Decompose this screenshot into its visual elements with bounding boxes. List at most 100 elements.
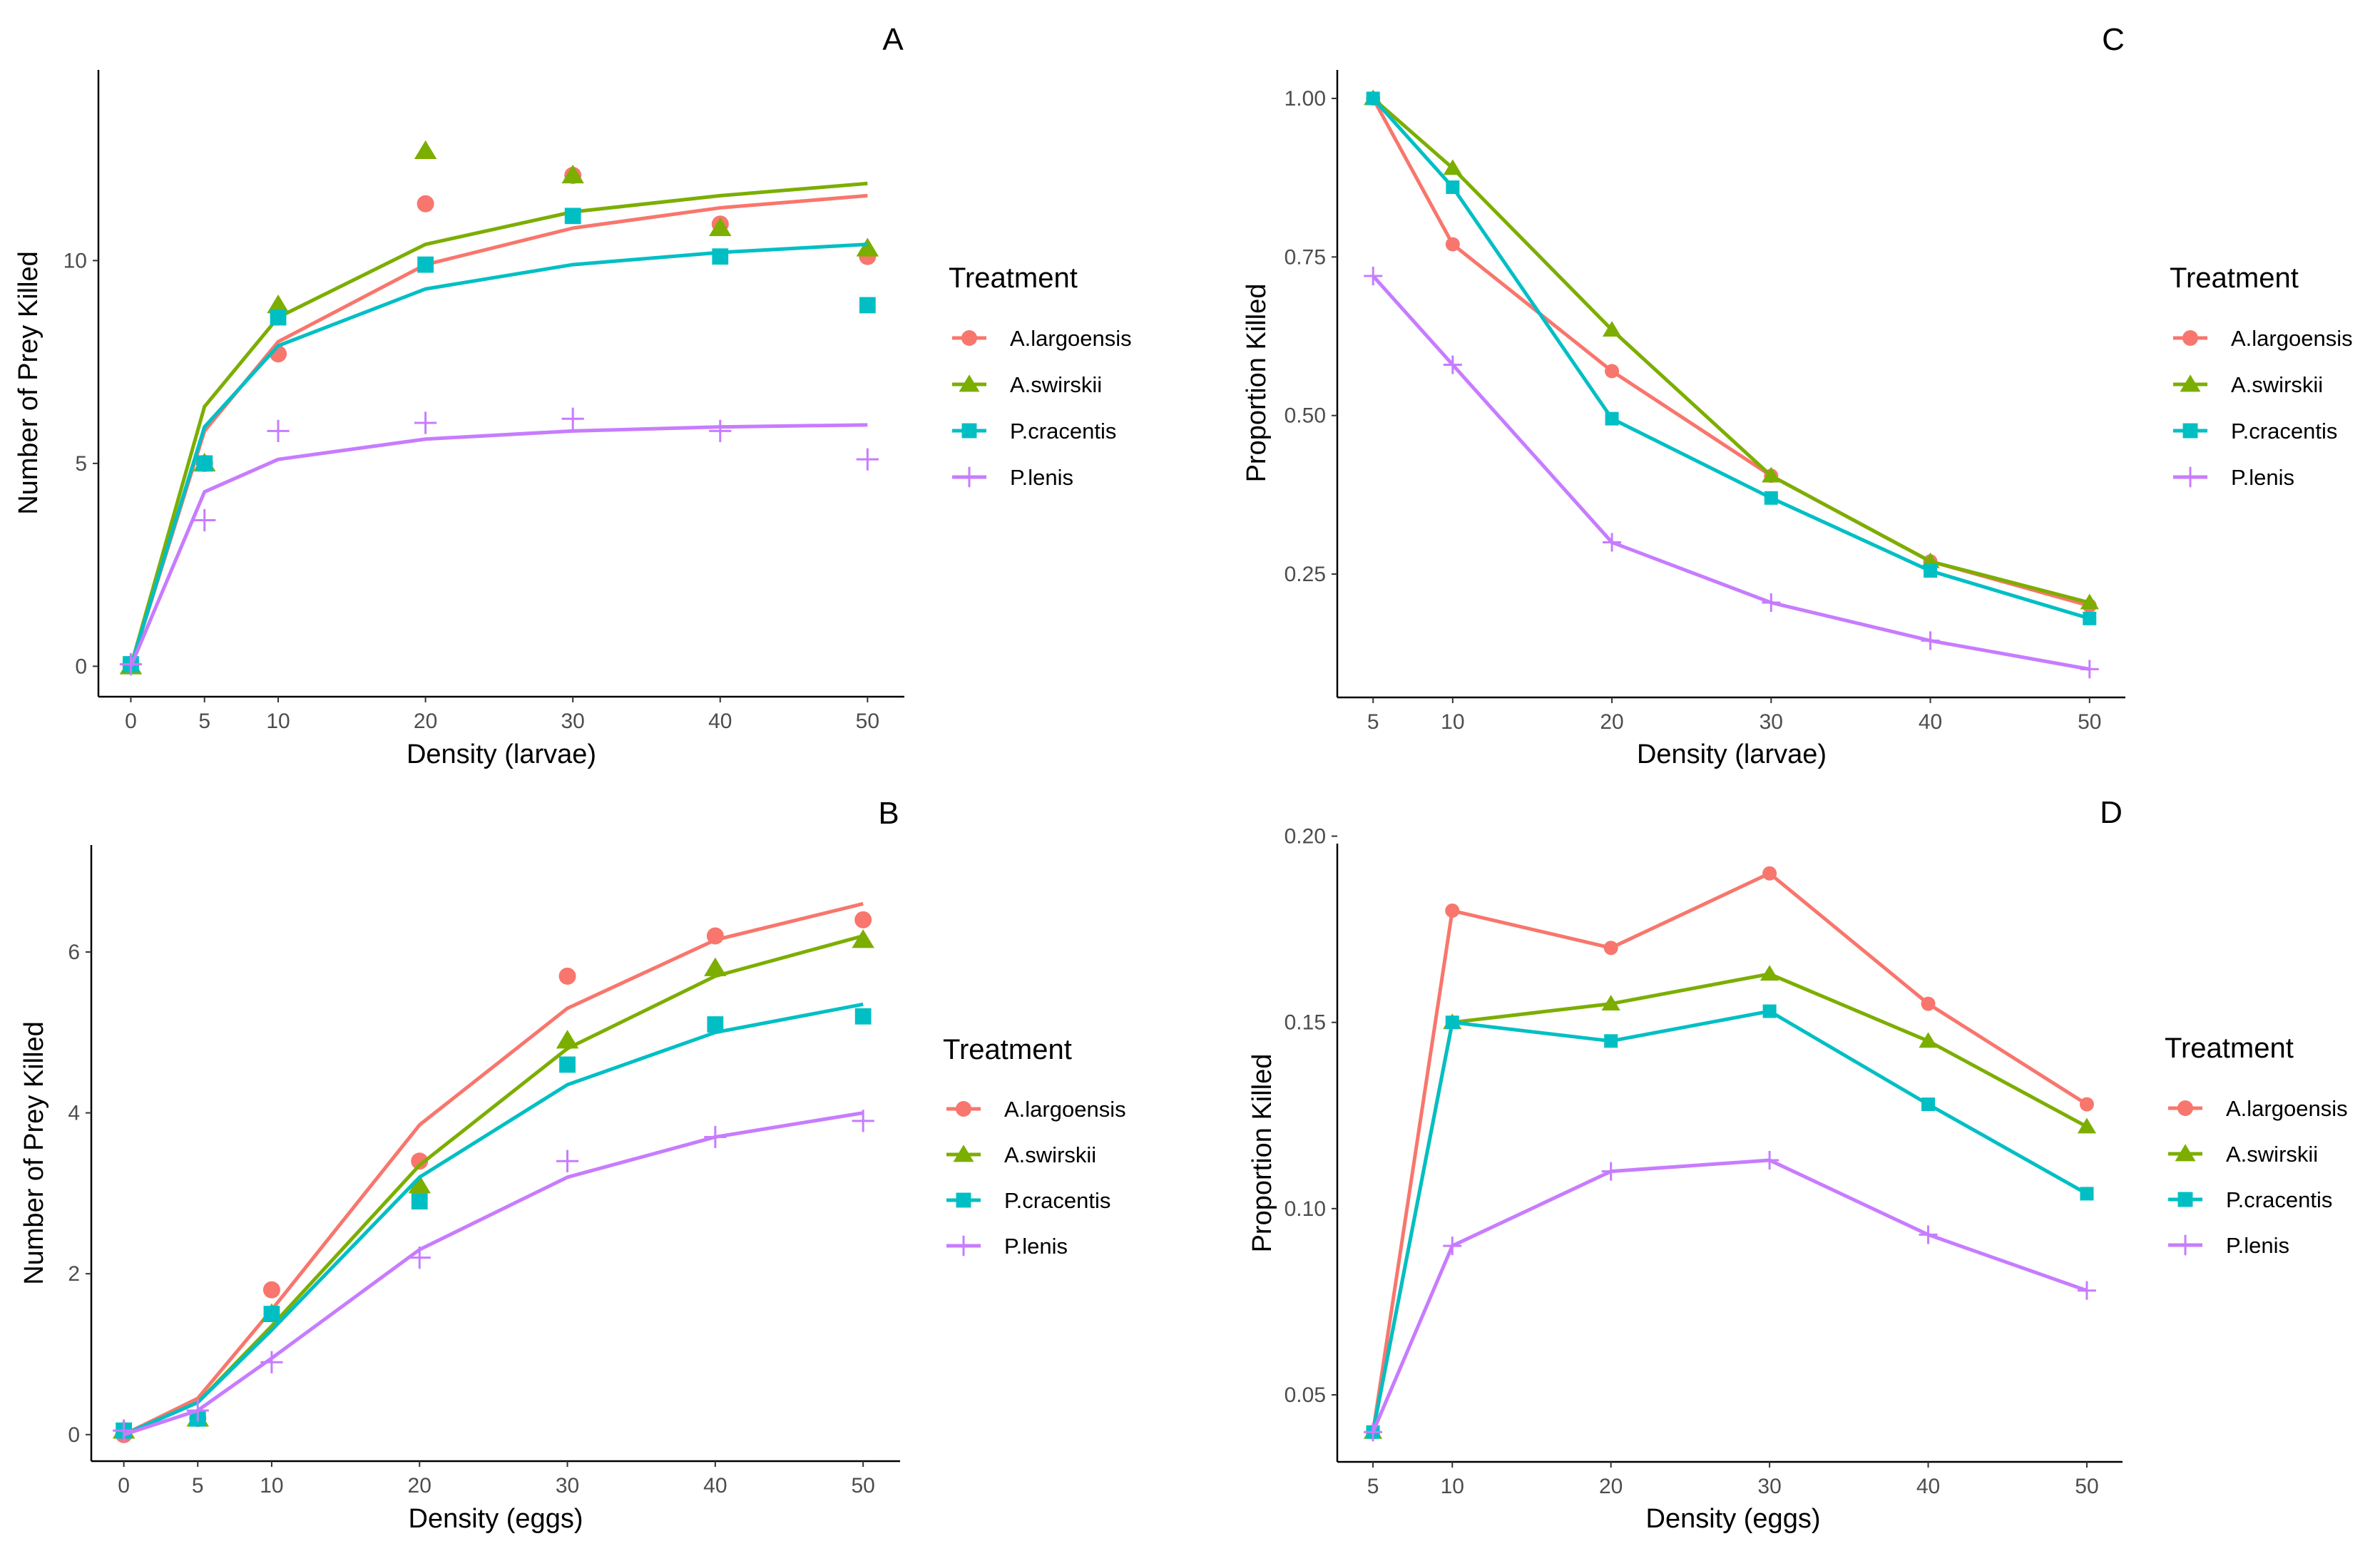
x-tick-label: 50 bbox=[2075, 1475, 2098, 1498]
data-point bbox=[411, 1152, 429, 1170]
legend-key-marker bbox=[953, 1235, 974, 1256]
legend-key-marker bbox=[959, 466, 980, 488]
legend-item: A.largoensis bbox=[2173, 326, 2353, 351]
data-point bbox=[2083, 611, 2097, 625]
data-point bbox=[558, 967, 576, 985]
data-point bbox=[1762, 466, 1781, 483]
series-line bbox=[129, 242, 868, 667]
x-tick-label: 40 bbox=[708, 710, 732, 733]
data-point bbox=[1366, 91, 1380, 106]
data-point bbox=[270, 309, 287, 326]
y-axis-title: Proportion Killed bbox=[1242, 284, 1272, 483]
x-tick-label: 10 bbox=[266, 710, 290, 733]
series-line bbox=[1372, 97, 2090, 608]
legend-item: P.lenis bbox=[946, 1234, 1068, 1259]
legend-label: P.lenis bbox=[2226, 1233, 2289, 1258]
data-point bbox=[706, 927, 724, 945]
data-point bbox=[856, 448, 879, 471]
data-point bbox=[1921, 1097, 1936, 1112]
data-point bbox=[854, 911, 872, 928]
legend-item: A.swirskii bbox=[946, 1142, 1096, 1167]
data-point bbox=[561, 407, 584, 430]
x-tick-label: 20 bbox=[414, 710, 437, 733]
data-point bbox=[1604, 1034, 1618, 1048]
data-point bbox=[856, 237, 879, 257]
y-tick-label: 6 bbox=[68, 941, 80, 964]
legend: Treatment A.largoensis A.swirskii P.cracent… bbox=[943, 1034, 1126, 1259]
series-line bbox=[129, 423, 868, 667]
data-point bbox=[408, 1174, 431, 1194]
data-point bbox=[709, 419, 732, 442]
data-point bbox=[119, 652, 143, 676]
series-line bbox=[1372, 97, 2090, 605]
legend-key-marker bbox=[2182, 423, 2198, 439]
series-line bbox=[1372, 275, 2090, 671]
legend-label: P.cracentis bbox=[1004, 1188, 1110, 1213]
legend-key-marker bbox=[956, 1101, 971, 1117]
y-tick-label: 1.00 bbox=[1285, 87, 1326, 111]
y-tick-label: 0.15 bbox=[1285, 1011, 1326, 1035]
legend-item: P.cracentis bbox=[946, 1188, 1110, 1213]
legend-key-marker bbox=[2180, 374, 2201, 392]
legend-label: P.cracentis bbox=[2226, 1187, 2332, 1212]
data-point bbox=[1364, 1423, 1383, 1442]
legend-label: A.largoensis bbox=[2231, 326, 2353, 351]
data-point bbox=[854, 1008, 872, 1025]
series-A.largoensis bbox=[1366, 91, 2097, 613]
legend: Treatment A.largoensis A.swirskii P.cracent… bbox=[2170, 262, 2353, 490]
data-point bbox=[2080, 593, 2099, 610]
series-P.lenis bbox=[1364, 1150, 2096, 1442]
series-line bbox=[129, 181, 868, 667]
panel-D: 5 10 20 30 40 50 0.05 0.10 0.15 0.20 D Density (egg… bbox=[1247, 795, 2348, 1534]
data-point bbox=[1762, 1004, 1777, 1018]
x-axis-title: Density (larvae) bbox=[407, 739, 596, 769]
x-tick-label: 20 bbox=[408, 1474, 431, 1498]
data-point bbox=[1603, 941, 1618, 956]
y-tick-label: 2 bbox=[68, 1262, 80, 1286]
data-point bbox=[417, 256, 434, 273]
y-tick-label: 0.75 bbox=[1285, 245, 1326, 269]
x-axis-title: Density (eggs) bbox=[409, 1504, 583, 1534]
legend-item: P.cracentis bbox=[2173, 419, 2337, 444]
legend-label: P.lenis bbox=[1010, 465, 1073, 490]
legend: Treatment A.largoensis A.swirskii P.cracent… bbox=[2165, 1033, 2348, 1258]
legend-label: P.cracentis bbox=[2231, 419, 2337, 444]
legend-label: A.swirskii bbox=[1004, 1142, 1096, 1167]
legend-item: A.swirskii bbox=[2168, 1142, 2318, 1167]
data-point bbox=[561, 164, 584, 184]
y-tick-label: 0 bbox=[68, 1423, 80, 1447]
data-point bbox=[1443, 355, 1462, 374]
legend-item: P.cracentis bbox=[2168, 1187, 2332, 1212]
legend-key-marker bbox=[961, 423, 977, 439]
data-point bbox=[411, 1193, 428, 1210]
panel-letter: D bbox=[2100, 795, 2123, 830]
data-point bbox=[1762, 593, 1781, 613]
series-P.lenis bbox=[1364, 267, 2099, 679]
series-A.swirskii bbox=[1363, 965, 2097, 1439]
series-A.largoensis bbox=[1366, 866, 2094, 1440]
y-tick-label: 0.50 bbox=[1285, 404, 1326, 428]
data-point bbox=[859, 297, 876, 314]
data-point bbox=[1443, 1237, 1462, 1256]
data-point bbox=[414, 411, 437, 434]
data-point bbox=[417, 195, 434, 213]
data-point bbox=[1445, 237, 1460, 252]
x-tick-label: 30 bbox=[1760, 710, 1783, 734]
data-point bbox=[1443, 159, 1462, 175]
x-tick-label: 0 bbox=[118, 1474, 130, 1498]
legend-title: Treatment bbox=[949, 262, 1078, 294]
y-tick-label: 0.20 bbox=[1285, 825, 1326, 849]
y-axis-title: Number of Prey Killed bbox=[19, 1021, 49, 1285]
legend-title: Treatment bbox=[2170, 262, 2299, 294]
data-point bbox=[2079, 1097, 2094, 1112]
x-tick-label: 30 bbox=[1757, 1475, 1781, 1498]
data-point bbox=[1760, 965, 1779, 981]
legend-item: P.lenis bbox=[2173, 465, 2294, 490]
y-tick-label: 0.05 bbox=[1285, 1383, 1326, 1407]
x-tick-label: 30 bbox=[561, 710, 585, 733]
legend-item: A.largoensis bbox=[952, 326, 1132, 351]
data-point bbox=[267, 419, 290, 442]
data-point bbox=[712, 248, 729, 265]
x-tick-label: 5 bbox=[1367, 1475, 1379, 1498]
y-axis-title: Proportion Killed bbox=[1247, 1054, 1277, 1253]
